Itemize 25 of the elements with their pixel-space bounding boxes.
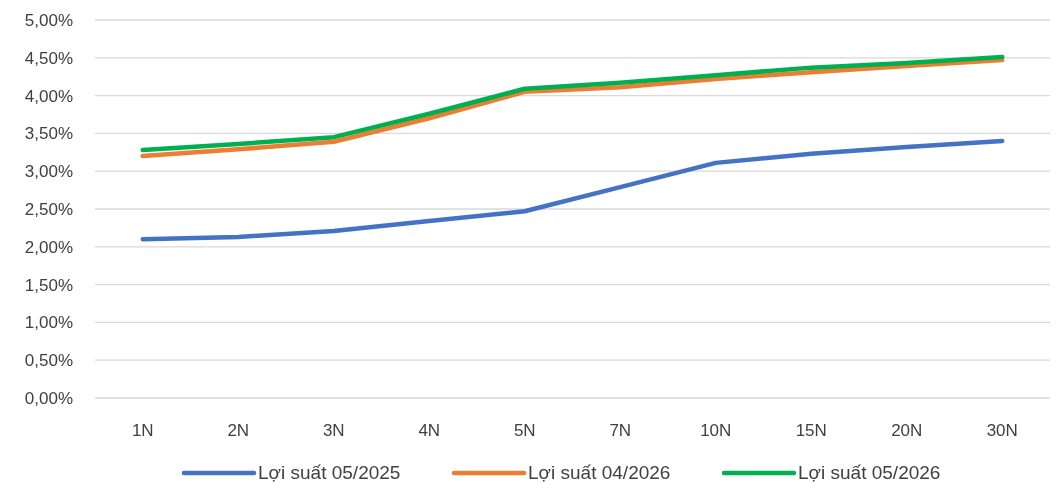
x-tick-label: 15N [795,421,827,440]
x-tick-label: 3N [322,421,345,440]
x-tick-label: 2N [227,421,250,440]
y-tick-label: 0,50% [24,351,73,371]
x-tick-label: 20N [891,421,923,440]
legend-label: Lợi suất 04/2026 [528,462,671,483]
x-tick-label: 5N [513,421,536,440]
x-tick-label: 30N [986,421,1018,440]
x-tick-label: 1N [131,421,154,440]
y-tick-label: 3,00% [24,162,73,182]
y-tick-label: 2,50% [24,199,73,219]
x-tick-label: 4N [418,421,441,440]
y-tick-label: 5,00% [24,10,73,30]
y-tick-label: 4,00% [24,86,73,106]
legend-label: Lợi suất 05/2025 [258,462,401,483]
x-tick-label: 7N [609,421,632,440]
y-tick-label: 1,50% [24,275,73,295]
y-tick-label: 2,00% [24,237,73,257]
y-tick-label: 0,00% [24,388,73,408]
legend-label: Lợi suất 05/2026 [798,462,941,483]
y-tick-label: 1,00% [24,313,73,333]
y-tick-label: 3,50% [24,124,73,144]
y-tick-label: 4,50% [24,48,73,68]
x-tick-label: 10N [700,421,732,440]
line-series [140,138,1005,242]
